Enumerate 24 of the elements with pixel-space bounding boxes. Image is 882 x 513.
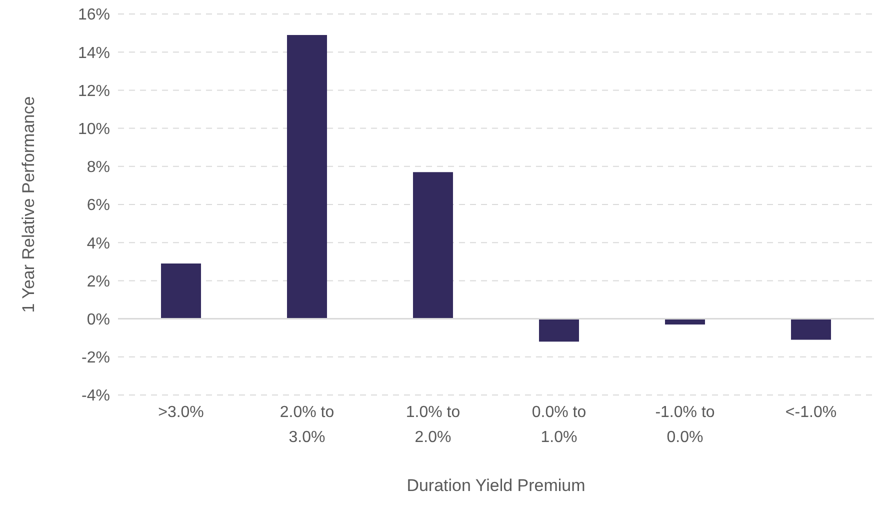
x-tick-label: 1.0% to 2.0% <box>406 404 460 446</box>
y-axis-title: 1 Year Relative Performance <box>19 96 38 313</box>
y-tick-label: 10% <box>78 120 110 138</box>
bar <box>791 318 831 340</box>
bar <box>287 34 327 319</box>
x-tick-label: >3.0% <box>158 404 204 421</box>
y-tick-label: 0% <box>86 311 110 328</box>
y-tick-label: -2% <box>82 350 110 367</box>
x-tick-label: -1.0% to 0.0% <box>655 404 715 446</box>
bar <box>161 264 201 319</box>
y-tick-label: 8% <box>86 159 110 176</box>
bar <box>539 318 579 342</box>
x-axis-title: Duration Yield Premium <box>406 476 586 495</box>
x-tick-label: <-1.0% <box>785 404 837 421</box>
x-tick-label: 0.0% to 1.0% <box>532 404 586 446</box>
y-tick-label: -4% <box>82 388 110 405</box>
y-tick-label: 4% <box>86 235 110 252</box>
y-tick-label: 16% <box>78 6 110 24</box>
y-tick-label: 2% <box>86 273 110 290</box>
bar <box>413 172 453 319</box>
x-tick-label: 2.0% to 3.0% <box>280 404 334 446</box>
y-tick-label: 6% <box>86 197 110 214</box>
y-tick-label: 12% <box>78 82 110 100</box>
y-tick-label: 14% <box>78 44 110 62</box>
